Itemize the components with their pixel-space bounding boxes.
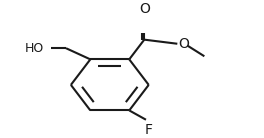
Text: F: F bbox=[145, 123, 153, 137]
Text: O: O bbox=[179, 37, 190, 51]
Text: HO: HO bbox=[25, 42, 44, 55]
Text: O: O bbox=[139, 2, 150, 16]
